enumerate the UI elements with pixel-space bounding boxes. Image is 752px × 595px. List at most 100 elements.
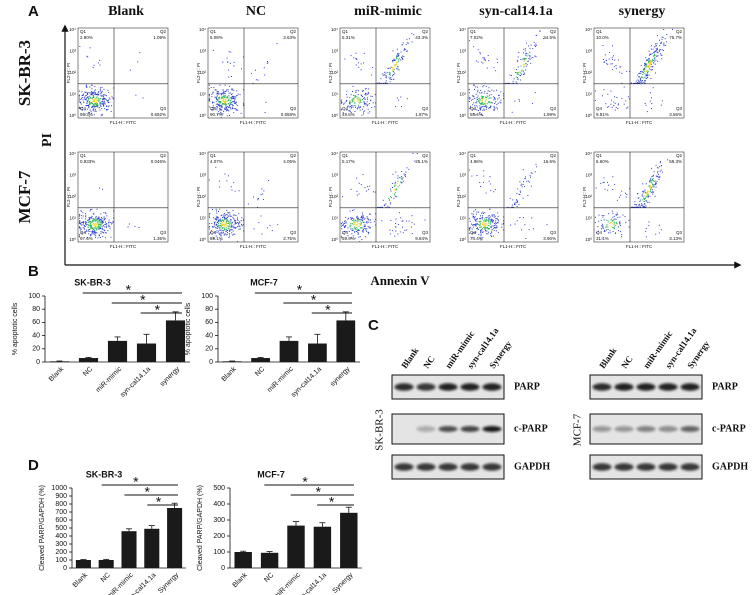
event-dot: [384, 74, 385, 75]
event-dot: [494, 97, 495, 98]
event-dot: [218, 91, 219, 92]
event-dot: [358, 100, 359, 101]
event-dot: [356, 217, 357, 218]
event-dot: [488, 101, 489, 102]
event-dot: [361, 69, 362, 70]
event-dot: [479, 108, 480, 109]
event-dot: [529, 55, 530, 56]
blot-strip: [590, 455, 702, 479]
event-dot: [642, 183, 643, 184]
event-dot: [96, 219, 97, 220]
event-dot: [519, 194, 520, 195]
event-dot: [385, 204, 386, 205]
event-dot: [655, 60, 656, 61]
event-dot: [525, 48, 526, 49]
event-dot: [486, 219, 487, 220]
event-dot: [478, 110, 479, 111]
event-dot: [234, 227, 235, 228]
event-dot: [654, 58, 655, 59]
event-dot: [220, 105, 221, 106]
event-dot: [652, 176, 653, 177]
event-dot: [363, 222, 364, 223]
event-dot: [97, 96, 98, 97]
event-dot: [242, 225, 243, 226]
event-dot: [657, 48, 658, 49]
event-dot: [363, 98, 364, 99]
event-dot: [395, 185, 396, 186]
event-dot: [81, 211, 82, 212]
event-dot: [209, 100, 210, 101]
event-dot: [386, 77, 387, 78]
event-dot: [396, 219, 397, 220]
event-dot: [469, 218, 470, 219]
event-dot: [611, 222, 612, 223]
event-dot: [351, 189, 352, 190]
event-dot: [219, 187, 220, 188]
event-dot: [648, 61, 649, 62]
event-dot: [104, 102, 105, 103]
event-dot: [352, 99, 353, 100]
event-dot: [648, 194, 649, 195]
event-dot: [661, 170, 662, 171]
event-dot: [345, 220, 346, 221]
blot-strip: [590, 414, 702, 444]
event-dot: [79, 102, 80, 103]
event-dot: [218, 221, 219, 222]
event-dot: [359, 230, 360, 231]
event-dot: [357, 100, 358, 101]
event-dot: [87, 224, 88, 225]
event-dot: [98, 98, 99, 99]
event-dot: [478, 62, 479, 63]
event-dot: [361, 102, 362, 103]
event-dot: [231, 224, 232, 225]
event-dot: [643, 201, 644, 202]
event-dot: [217, 95, 218, 96]
event-dot: [89, 87, 90, 88]
event-dot: [368, 109, 369, 110]
event-dot: [94, 92, 95, 93]
event-dot: [643, 69, 644, 70]
event-dot: [223, 99, 224, 100]
event-dot: [392, 187, 393, 188]
event-dot: [101, 217, 102, 218]
event-dot: [477, 87, 478, 88]
event-dot: [659, 40, 660, 41]
event-dot: [269, 225, 270, 226]
event-dot: [92, 221, 93, 222]
event-dot: [91, 98, 92, 99]
event-dot: [520, 75, 521, 76]
event-dot: [657, 172, 658, 173]
event-dot: [388, 198, 389, 199]
event-dot: [642, 196, 643, 197]
event-dot: [394, 67, 395, 68]
event-dot: [358, 234, 359, 235]
event-dot: [105, 95, 106, 96]
event-dot: [481, 62, 482, 63]
event-dot: [267, 227, 268, 228]
event-dot: [477, 90, 478, 91]
event-dot: [370, 222, 371, 223]
event-dot: [86, 230, 87, 231]
event-dot: [535, 171, 536, 172]
quadrant-percent: 5.31%: [342, 35, 355, 40]
event-dot: [603, 182, 604, 183]
event-dot: [655, 196, 656, 197]
decade-label: 10⁴: [69, 151, 76, 156]
event-dot: [626, 71, 627, 72]
event-dot: [112, 221, 113, 222]
event-dot: [486, 86, 487, 87]
event-dot: [229, 93, 230, 94]
event-dot: [534, 56, 535, 57]
event-dot: [499, 97, 500, 98]
event-dot: [646, 236, 647, 237]
quadrant-percent: 16.6%: [543, 159, 556, 164]
event-dot: [102, 218, 103, 219]
event-dot: [643, 196, 644, 197]
event-dot: [98, 225, 99, 226]
event-dot: [267, 61, 268, 62]
event-dot: [642, 194, 643, 195]
event-dot: [536, 166, 537, 167]
event-dot: [627, 107, 628, 108]
event-dot: [224, 213, 225, 214]
event-dot: [647, 77, 648, 78]
